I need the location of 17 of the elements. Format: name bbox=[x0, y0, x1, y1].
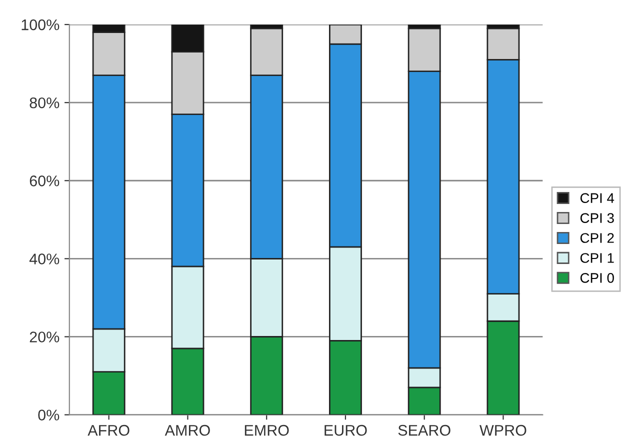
y-tick-label: 20% bbox=[30, 332, 60, 342]
x-tick-label: WPRO bbox=[480, 424, 526, 436]
legend-label: CPI 4 bbox=[580, 193, 614, 203]
x-tick-label: EMRO bbox=[244, 424, 289, 436]
y-tick-label: 100% bbox=[22, 19, 60, 30]
y-tick-label: 60% bbox=[30, 176, 60, 186]
y-tick-label: 80% bbox=[30, 97, 60, 108]
y-tick-label: 0% bbox=[38, 410, 60, 420]
legend-label: CPI 0 bbox=[580, 273, 614, 283]
x-tick-label: EURO bbox=[324, 424, 367, 436]
y-tick-label: 40% bbox=[29, 254, 60, 264]
x-tick-label: AFRO bbox=[88, 424, 130, 436]
legend-label: CPI 1 bbox=[580, 253, 614, 263]
x-tick-label: AMRO bbox=[164, 424, 210, 436]
x-tick-label: SEARO bbox=[398, 424, 450, 436]
legend-label: CPI 2 bbox=[580, 233, 614, 243]
legend-label: CPI 3 bbox=[580, 213, 614, 223]
